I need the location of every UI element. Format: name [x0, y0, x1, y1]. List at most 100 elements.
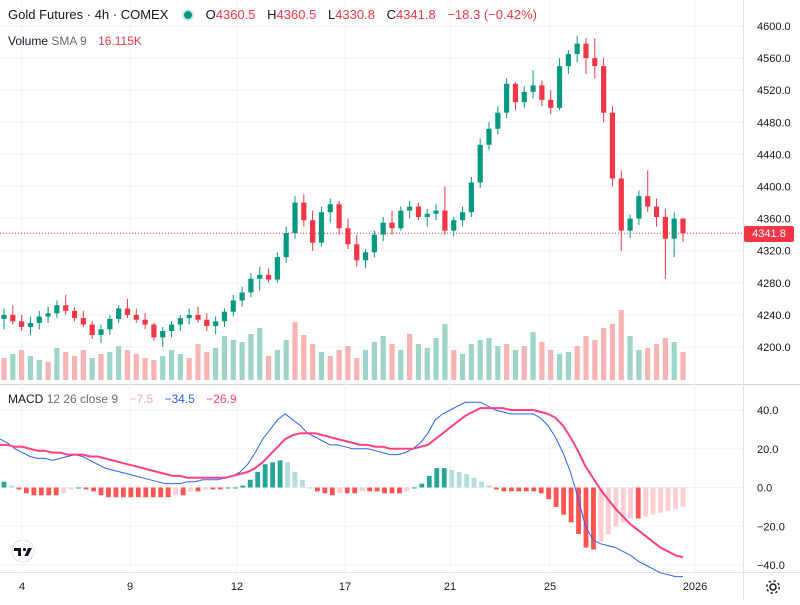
- price-tick-label: 4240.0: [757, 310, 791, 322]
- symbol-title[interactable]: Gold Futures · 4h · COMEX: [8, 7, 169, 22]
- macd-histogram-bar: [329, 487, 335, 496]
- volume-bar: [565, 352, 571, 380]
- volume-bar: [389, 344, 395, 380]
- volume-legend[interactable]: Volume SMA 9 16.115K: [8, 34, 142, 48]
- gear-icon[interactable]: [764, 578, 782, 596]
- macd-histogram-bar: [516, 487, 522, 492]
- price-tick-label: 4520.0: [757, 85, 791, 97]
- macd-histogram-bar: [546, 487, 552, 500]
- macd-histogram-bar: [307, 487, 313, 489]
- macd-histogram-bar: [576, 487, 581, 534]
- candle-body: [19, 321, 25, 327]
- macd-histogram-bar: [419, 483, 425, 488]
- macd-legend[interactable]: MACD 12 26 close 9 −7.5 −34.5 −26.9: [8, 392, 237, 406]
- candle-body: [371, 234, 377, 253]
- macd-histogram-bar: [389, 487, 395, 494]
- volume-bar: [433, 338, 439, 380]
- candle-body: [98, 329, 104, 335]
- macd-histogram-bar: [262, 464, 268, 488]
- candle-body: [468, 182, 474, 213]
- macd-histogram-bar: [508, 487, 514, 492]
- macd-histogram-bar: [464, 473, 470, 488]
- macd-histogram-bar: [158, 487, 164, 498]
- volume-bar: [459, 354, 466, 380]
- volume-bar: [583, 336, 589, 380]
- volume-bar: [486, 338, 492, 380]
- candle-body: [609, 112, 616, 179]
- candle-body: [265, 274, 272, 280]
- candle-body: [27, 322, 34, 327]
- volume-bar: [601, 328, 607, 380]
- candle-body: [530, 85, 536, 92]
- macd-histogram-bar: [680, 487, 686, 507]
- candle-body: [389, 222, 395, 229]
- volume-bar: [371, 342, 377, 380]
- macd-histogram-bar: [441, 468, 447, 488]
- tradingview-logo-icon[interactable]: [8, 540, 38, 562]
- volume-bar: [124, 350, 131, 380]
- macd-histogram-bar: [374, 487, 380, 492]
- candle-body: [336, 204, 342, 229]
- macd-histogram-bar: [83, 487, 89, 490]
- candle-body: [274, 257, 280, 280]
- volume-bar: [415, 344, 422, 380]
- volume-bar: [274, 350, 280, 380]
- volume-bar: [662, 338, 668, 380]
- volume-bar: [442, 324, 448, 380]
- macd-histogram-bar: [605, 487, 611, 534]
- candle-body: [71, 310, 78, 319]
- volume-bar: [248, 334, 254, 380]
- candle-body: [318, 212, 325, 243]
- macd-histogram-bar: [225, 487, 231, 489]
- macd-histogram-bar: [195, 487, 201, 492]
- macd-tick-label: −20.0: [757, 521, 785, 533]
- volume-bar: [168, 350, 175, 380]
- macd-histogram-bar: [382, 487, 387, 494]
- candle-body: [168, 324, 175, 331]
- market-status-icon[interactable]: [182, 8, 195, 21]
- candle-body: [645, 196, 651, 207]
- candle-body: [398, 210, 404, 229]
- volume-bar: [204, 352, 210, 380]
- candle-body: [618, 178, 624, 231]
- volume-bar: [512, 350, 519, 380]
- volume-bar: [477, 340, 483, 380]
- macd-histogram-bar: [300, 479, 305, 488]
- volume-bar: [636, 350, 642, 380]
- macd-params: 12 26 close 9: [46, 392, 119, 406]
- macd-histogram-bar: [232, 487, 238, 489]
- time-tick-label: 9: [127, 581, 133, 593]
- macd-histogram-bar: [673, 487, 678, 509]
- candle-body: [327, 204, 333, 213]
- candle-body: [653, 206, 660, 217]
- change-value: −18.3 (−0.42%): [447, 7, 537, 22]
- volume-bar: [424, 348, 430, 380]
- price-tick-label: 4360.0: [757, 214, 791, 226]
- volume-bar: [504, 344, 510, 380]
- candle-body: [54, 305, 60, 314]
- candle-body: [433, 210, 439, 214]
- candle-body: [583, 43, 589, 59]
- macd-tick-label: 20.0: [757, 444, 778, 456]
- candle-body: [80, 318, 86, 325]
- volume-bar: [257, 328, 263, 380]
- macd-histogram-bar: [16, 487, 22, 490]
- macd-histogram-bar: [523, 487, 529, 492]
- macd-histogram-bar: [411, 487, 417, 489]
- volume-bar: [556, 354, 563, 380]
- candle-body: [671, 218, 677, 239]
- macd-tick-label: 0.0: [757, 483, 772, 495]
- macd-histogram-bar: [38, 487, 44, 496]
- volume-bar: [609, 324, 616, 380]
- price-tick-label: 4280.0: [757, 278, 791, 290]
- candle-body: [548, 99, 554, 108]
- candle-body: [45, 313, 51, 317]
- volume-bar: [107, 352, 113, 380]
- candle-body: [36, 316, 42, 323]
- macd-histogram-bar: [143, 487, 149, 498]
- volume-bar: [407, 334, 413, 380]
- candle-body: [354, 244, 360, 261]
- candle-body: [230, 300, 236, 312]
